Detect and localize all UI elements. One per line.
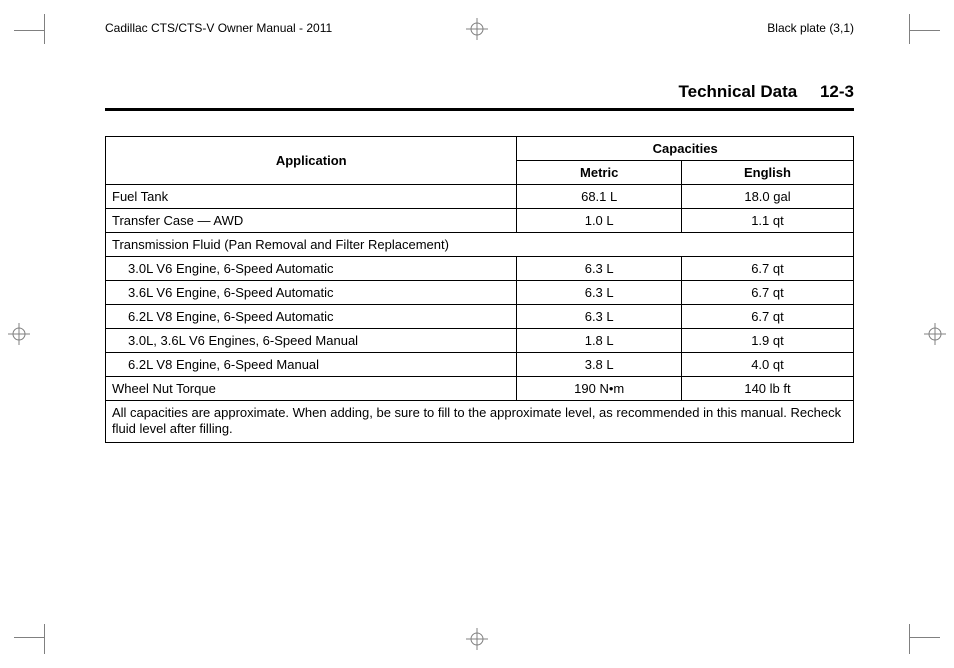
cell-metric: 190 N•m — [517, 377, 682, 401]
cell-english: 6.7 qt — [681, 305, 853, 329]
cell-english: 140 lb ft — [681, 377, 853, 401]
cell-english: 1.9 qt — [681, 329, 853, 353]
table-row: Wheel Nut Torque 190 N•m 140 lb ft — [106, 377, 854, 401]
cell-metric: 6.3 L — [517, 305, 682, 329]
table-footnote-row: All capacities are approximate. When add… — [106, 401, 854, 443]
manual-title: Cadillac CTS/CTS-V Owner Manual - 2011 — [105, 21, 332, 35]
registration-mark-icon — [8, 323, 30, 345]
cell-group-header: Transmission Fluid (Pan Removal and Filt… — [106, 233, 854, 257]
th-capacities: Capacities — [517, 137, 854, 161]
crop-mark-line — [44, 624, 45, 654]
cell-english: 6.7 qt — [681, 257, 853, 281]
cell-metric: 6.3 L — [517, 257, 682, 281]
cell-label: Transfer Case — AWD — [106, 209, 517, 233]
cell-metric: 6.3 L — [517, 281, 682, 305]
cell-metric: 1.0 L — [517, 209, 682, 233]
section-title: Technical Data — [679, 82, 798, 101]
cell-label: Fuel Tank — [106, 185, 517, 209]
plate-label: Black plate (3,1) — [767, 21, 854, 35]
crop-mark-line — [909, 14, 910, 44]
th-metric: Metric — [517, 161, 682, 185]
crop-mark-line — [909, 624, 910, 654]
table-row: Fuel Tank 68.1 L 18.0 gal — [106, 185, 854, 209]
cell-label: 3.0L, 3.6L V6 Engines, 6-Speed Manual — [106, 329, 517, 353]
cell-metric: 3.8 L — [517, 353, 682, 377]
crop-mark-line — [14, 637, 44, 638]
table-row: 3.0L, 3.6L V6 Engines, 6-Speed Manual 1.… — [106, 329, 854, 353]
cell-label: Wheel Nut Torque — [106, 377, 517, 401]
page-section-header: Technical Data 12-3 — [105, 82, 854, 111]
cell-english: 6.7 qt — [681, 281, 853, 305]
page-number: 12-3 — [820, 82, 854, 101]
cell-english: 4.0 qt — [681, 353, 853, 377]
cell-label: 6.2L V8 Engine, 6-Speed Automatic — [106, 305, 517, 329]
capacities-table-wrap: Application Capacities Metric English Fu… — [105, 136, 854, 443]
cell-english: 1.1 qt — [681, 209, 853, 233]
cell-label: 3.0L V6 Engine, 6-Speed Automatic — [106, 257, 517, 281]
table-row: 3.6L V6 Engine, 6-Speed Automatic 6.3 L … — [106, 281, 854, 305]
table-group-header-row: Transmission Fluid (Pan Removal and Filt… — [106, 233, 854, 257]
cell-metric: 68.1 L — [517, 185, 682, 209]
crop-mark-line — [14, 30, 44, 31]
registration-mark-icon — [466, 628, 488, 650]
cell-metric: 1.8 L — [517, 329, 682, 353]
capacities-table: Application Capacities Metric English Fu… — [105, 136, 854, 443]
crop-mark-line — [44, 14, 45, 44]
table-row: 6.2L V8 Engine, 6-Speed Automatic 6.3 L … — [106, 305, 854, 329]
table-row: 3.0L V6 Engine, 6-Speed Automatic 6.3 L … — [106, 257, 854, 281]
table-row: Transfer Case — AWD 1.0 L 1.1 qt — [106, 209, 854, 233]
cell-english: 18.0 gal — [681, 185, 853, 209]
registration-mark-icon — [924, 323, 946, 345]
crop-mark-line — [910, 637, 940, 638]
cell-footnote: All capacities are approximate. When add… — [106, 401, 854, 443]
th-english: English — [681, 161, 853, 185]
table-row: 6.2L V8 Engine, 6-Speed Manual 3.8 L 4.0… — [106, 353, 854, 377]
cell-label: 6.2L V8 Engine, 6-Speed Manual — [106, 353, 517, 377]
crop-mark-line — [910, 30, 940, 31]
cell-label: 3.6L V6 Engine, 6-Speed Automatic — [106, 281, 517, 305]
th-application: Application — [106, 137, 517, 185]
print-meta-header: Cadillac CTS/CTS-V Owner Manual - 2011 B… — [105, 21, 854, 35]
